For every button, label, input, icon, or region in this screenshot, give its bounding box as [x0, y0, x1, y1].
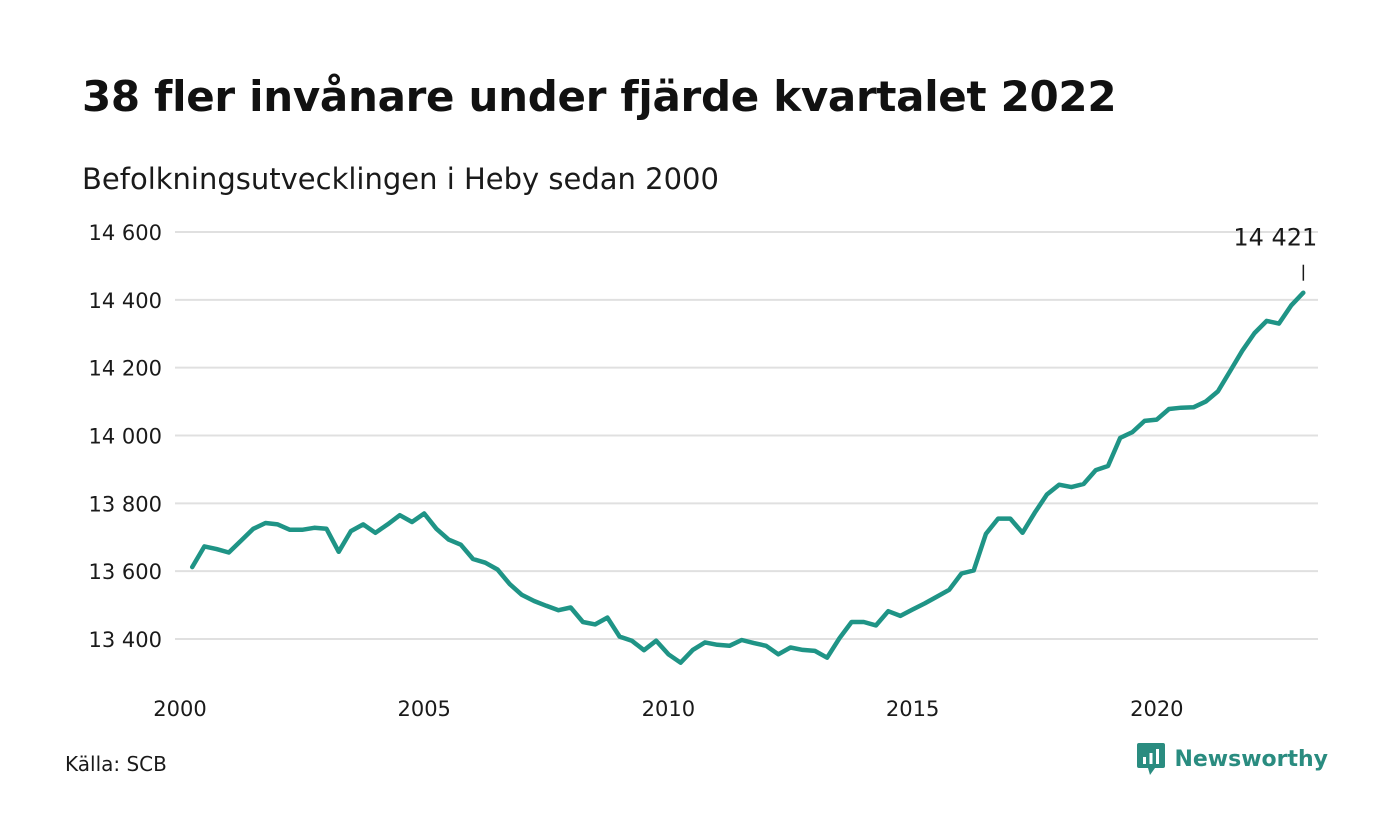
gridlines: [175, 231, 1318, 640]
y-tick-label: 14 000: [89, 425, 162, 449]
chart-subtitle: Befolkningsutvecklingen i Heby sedan 200…: [82, 162, 719, 196]
newsworthy-logo-icon: [1137, 743, 1166, 775]
y-axis-ticks: 13 400 13 600 13 800 14 000 14 200 14 400 14 6…: [89, 221, 162, 652]
x-tick-label: 2000: [153, 697, 206, 721]
x-tick-label: 2015: [886, 697, 939, 721]
y-tick-label: 14 400: [89, 289, 162, 313]
y-tick-label: 14 600: [89, 221, 162, 245]
y-tick-label: 14 200: [89, 357, 162, 381]
x-tick-label: 2010: [642, 697, 695, 721]
brand-name: Newsworthy: [1174, 746, 1328, 772]
y-tick-label: 13 800: [89, 492, 162, 516]
chart-title: 38 fler invånare under fjärde kvartalet …: [82, 72, 1117, 121]
population-series-line: [189, 290, 1306, 665]
x-tick-label: 2005: [397, 697, 450, 721]
newsworthy-logo: Newsworthy: [1136, 742, 1328, 776]
x-axis-ticks: 2000 2005 2010 2015 2020: [153, 697, 1183, 721]
y-tick-label: 13 400: [89, 628, 162, 652]
last-value-annotation-label: 14 421: [1233, 224, 1317, 252]
y-tick-label: 13 600: [89, 560, 162, 584]
x-tick-label: 2020: [1130, 697, 1183, 721]
source-note: Källa: SCB: [65, 752, 167, 776]
